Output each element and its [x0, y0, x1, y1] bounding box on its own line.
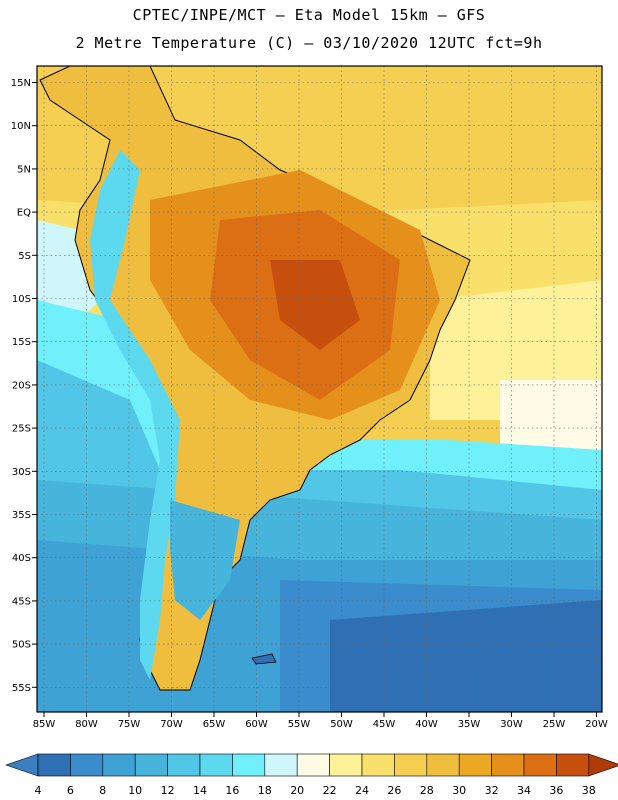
colorbar-label: 4	[35, 784, 42, 797]
colorbar-cell	[134, 753, 168, 777]
colorbar-label: 32	[485, 784, 499, 797]
colorbar-label: 14	[193, 784, 207, 797]
colorbar-cell	[329, 753, 363, 777]
lat-tick-label: 5N	[17, 164, 31, 175]
chart-title-line-1: CPTEC/INPE/MCT – Eta Model 15km – GFS	[132, 6, 486, 24]
colorbar-cell	[199, 753, 233, 777]
colorbar-arrow-high	[588, 753, 618, 777]
lat-tick-label: 20S	[12, 380, 31, 391]
colorbar-label: 34	[517, 784, 531, 797]
andes-cold-band	[90, 150, 180, 680]
lon-tick-label: 30W	[500, 719, 523, 730]
lat-tick-label: 10S	[12, 294, 31, 305]
colorbar-cell	[426, 753, 460, 777]
colorbar-label: 24	[355, 784, 369, 797]
lat-tick-label: 40S	[12, 553, 31, 564]
colorbar-label: 26	[387, 784, 401, 797]
colorbar-label: 38	[582, 784, 596, 797]
colorbar-label: 18	[258, 784, 272, 797]
colorbar-cell	[491, 753, 525, 777]
field-band-6-8	[330, 600, 602, 712]
lat-tick-label: 5S	[18, 251, 31, 262]
colorbar-label: 36	[549, 784, 563, 797]
lon-tick-label: 25W	[543, 719, 566, 730]
patagonia-band	[170, 500, 240, 620]
colorbar-label: 20	[290, 784, 304, 797]
colorbar-cell	[296, 753, 330, 777]
colorbar-cell	[361, 753, 395, 777]
lat-tick-label: 15S	[12, 337, 31, 348]
colorbar-label: 30	[452, 784, 466, 797]
colorbar-cell	[102, 753, 136, 777]
falkland-islands	[251, 653, 277, 665]
lat-tick-label: EQ	[17, 208, 31, 219]
lat-tick-label: 35S	[12, 510, 31, 521]
field-band-36-38	[270, 260, 360, 350]
colorbar: 4 6 8 10 12 14 16 18 20 22 24 26 28 30 32 34 36 38	[5, 753, 618, 797]
colorbar-label: 12	[161, 784, 175, 797]
lon-tick-label: 55W	[288, 719, 311, 730]
lon-tick-label: 85W	[33, 719, 56, 730]
lat-tick-label: 30S	[12, 467, 31, 478]
lon-tick-label: 50W	[330, 719, 353, 730]
lat-tick-label: 25S	[12, 424, 31, 435]
map-frame	[36, 65, 603, 713]
lon-tick-label: 35W	[458, 719, 481, 730]
lat-tick-label: 15N	[11, 78, 31, 89]
colorbar-cell	[556, 753, 590, 777]
colorbar-cell	[264, 753, 298, 777]
colorbar-cell	[232, 753, 266, 777]
colorbar-label: 8	[99, 784, 106, 797]
colorbar-cell	[523, 753, 557, 777]
colorbar-cell	[458, 753, 492, 777]
lon-tick-label: 45W	[373, 719, 396, 730]
lon-tick-label: 20W	[585, 719, 608, 730]
lon-tick-label: 40W	[415, 719, 438, 730]
lon-tick-label: 80W	[75, 719, 98, 730]
lon-tick-label: 70W	[160, 719, 183, 730]
colorbar-label: 10	[128, 784, 142, 797]
lat-tick-label: 55S	[12, 683, 31, 694]
lon-tick-label: 75W	[118, 719, 141, 730]
lat-tick-label: 45S	[12, 596, 31, 607]
field-band-20-22	[500, 380, 602, 460]
colorbar-cell	[70, 753, 104, 777]
colorbar-label: 28	[420, 784, 434, 797]
lon-tick-label: 65W	[203, 719, 226, 730]
lat-tick-label: 10N	[11, 121, 31, 132]
colorbar-label: 16	[225, 784, 239, 797]
colorbar-cell	[167, 753, 201, 777]
colorbar-label: 22	[323, 784, 337, 797]
chart-title-line-2: 2 Metre Temperature (C) – 03/10/2020 12U…	[75, 34, 543, 52]
colorbar-arrow-low	[5, 753, 39, 777]
lon-tick-label: 60W	[245, 719, 268, 730]
colorbar-label: 6	[67, 784, 74, 797]
colorbar-cell	[37, 753, 71, 777]
lat-tick-label: 50S	[12, 640, 31, 651]
colorbar-cell	[394, 753, 428, 777]
